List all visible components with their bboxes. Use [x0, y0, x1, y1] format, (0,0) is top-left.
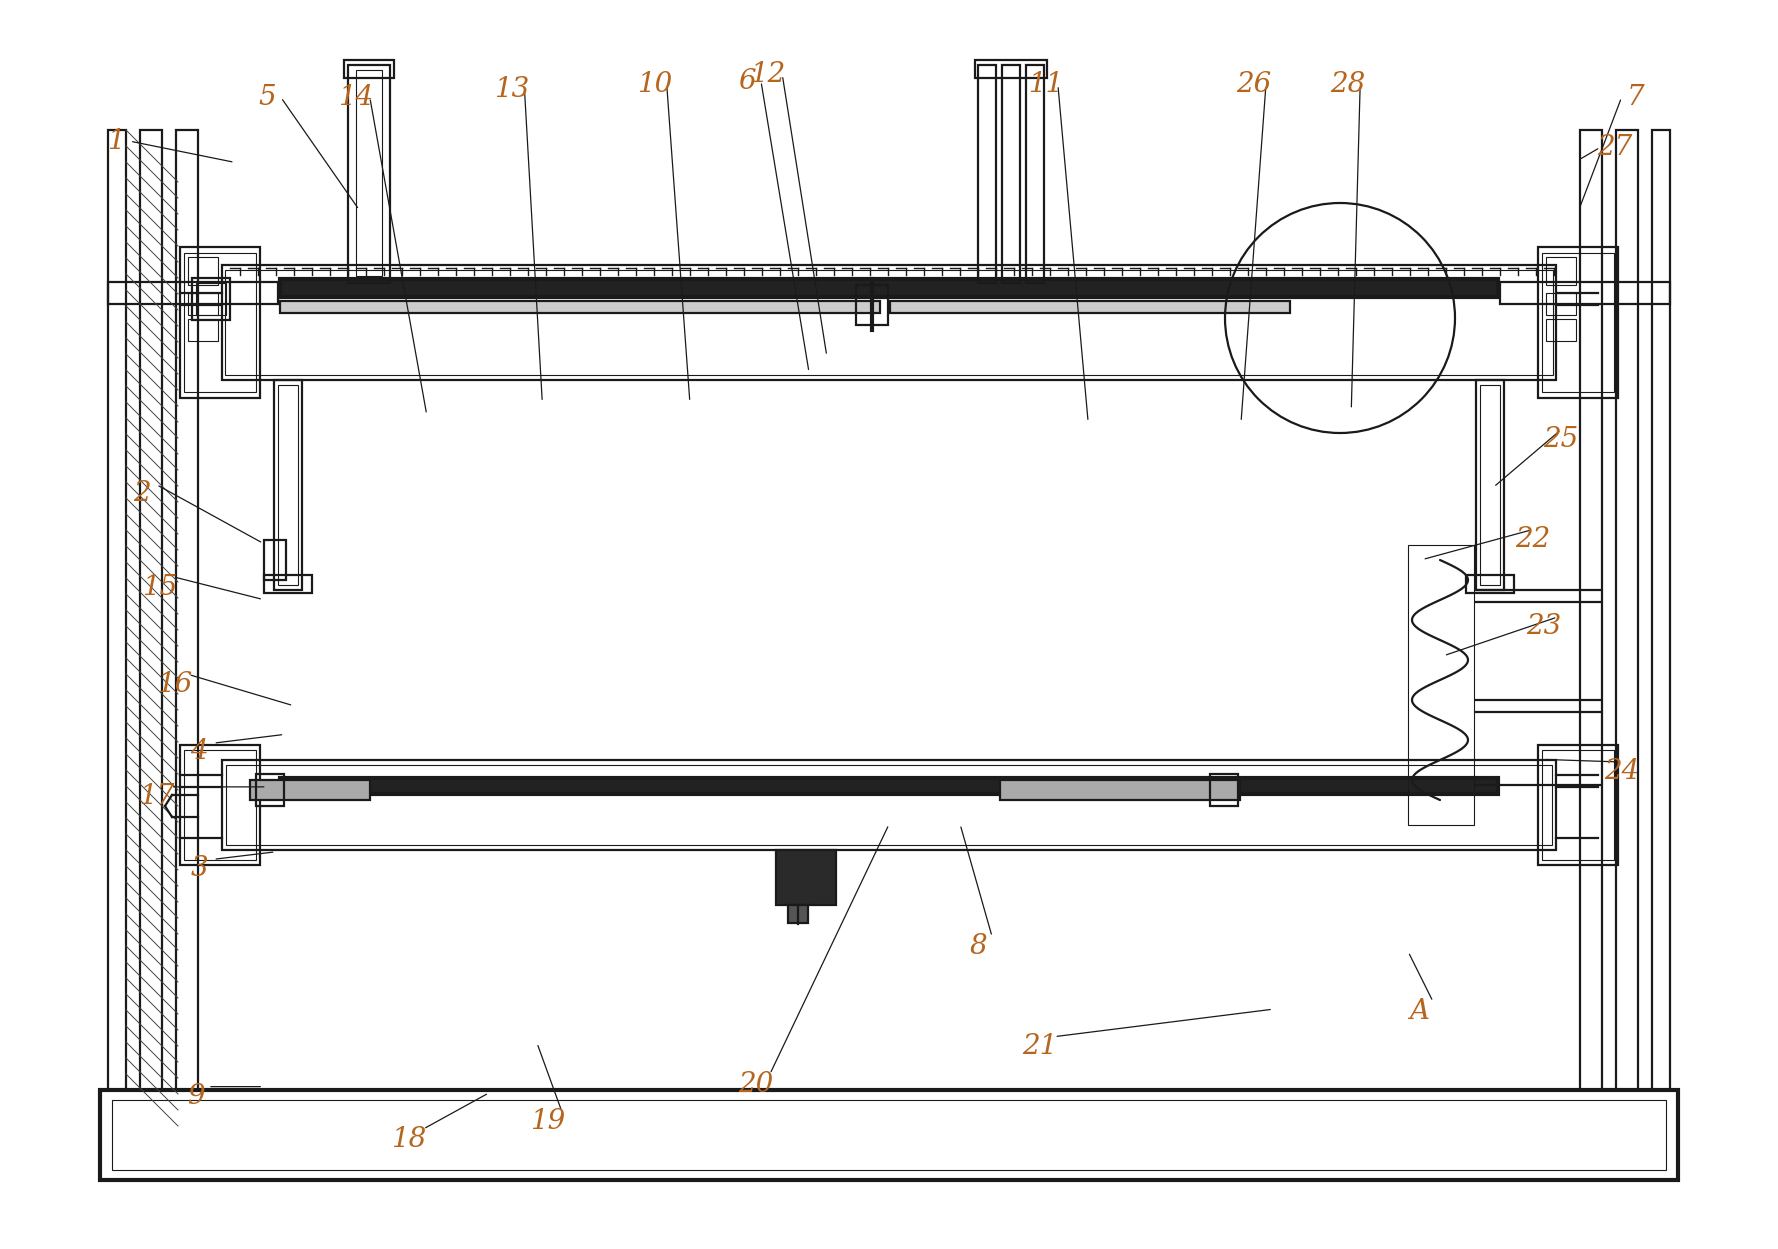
Bar [1467, 575, 1515, 593]
Bar [1476, 380, 1504, 590]
Text: 13: 13 [494, 76, 530, 104]
Bar [348, 65, 389, 284]
Text: 6: 6 [738, 67, 756, 95]
Text: 18: 18 [391, 1125, 427, 1153]
Bar [222, 759, 1556, 851]
Bar [1547, 257, 1575, 285]
Bar [974, 60, 1047, 77]
Bar [226, 270, 1552, 375]
Bar [108, 130, 126, 1090]
Bar [788, 906, 807, 923]
Bar [192, 279, 229, 320]
Bar [1538, 744, 1618, 866]
Bar [343, 60, 395, 77]
Bar [112, 1100, 1666, 1170]
Bar [183, 254, 256, 392]
Text: 2: 2 [133, 480, 151, 507]
Bar [1652, 130, 1670, 1090]
Text: 17: 17 [139, 783, 174, 811]
Bar [1408, 545, 1474, 826]
Text: 4: 4 [190, 738, 208, 766]
Bar [1003, 65, 1021, 284]
Text: 23: 23 [1526, 613, 1561, 641]
Bar [196, 284, 226, 315]
Bar [356, 70, 382, 276]
Bar [277, 385, 299, 585]
Text: 16: 16 [156, 671, 192, 698]
Bar [279, 301, 880, 313]
Bar [180, 744, 260, 866]
Bar [279, 778, 1499, 794]
Bar [180, 247, 260, 398]
Text: 27: 27 [1597, 134, 1632, 161]
Text: 10: 10 [637, 71, 672, 99]
Text: 1: 1 [107, 127, 124, 155]
Text: 3: 3 [190, 854, 208, 882]
Bar [1211, 774, 1237, 806]
Bar [274, 380, 302, 590]
Bar [188, 294, 219, 315]
Bar [1479, 385, 1501, 585]
Text: 19: 19 [530, 1108, 565, 1135]
Bar [263, 540, 286, 580]
Text: A: A [1408, 998, 1430, 1025]
Bar [855, 285, 887, 325]
Bar [279, 279, 1499, 297]
Text: 8: 8 [969, 933, 987, 960]
Bar [226, 764, 1552, 846]
Text: 20: 20 [738, 1070, 773, 1098]
Bar [140, 130, 162, 1090]
Bar [978, 65, 996, 284]
Bar [1542, 254, 1614, 392]
Text: 24: 24 [1604, 758, 1639, 786]
Bar [1542, 749, 1614, 861]
Bar [1581, 130, 1602, 1090]
Bar [263, 575, 311, 593]
Text: 14: 14 [338, 84, 373, 111]
Text: 9: 9 [187, 1083, 204, 1110]
Text: 12: 12 [750, 61, 786, 89]
Text: 26: 26 [1236, 71, 1271, 99]
Text: 22: 22 [1515, 526, 1550, 553]
Bar [775, 851, 836, 906]
Bar [176, 130, 197, 1090]
Bar [1547, 318, 1575, 341]
Bar [999, 779, 1239, 801]
Bar [188, 318, 219, 341]
Bar [1616, 130, 1638, 1090]
Text: 15: 15 [142, 573, 178, 601]
Bar [100, 1090, 1678, 1180]
Bar [1538, 247, 1618, 398]
Bar [256, 774, 284, 806]
Text: 28: 28 [1330, 71, 1366, 99]
Text: 7: 7 [1627, 84, 1645, 111]
Bar [222, 265, 1556, 380]
Bar [1026, 65, 1044, 284]
Bar [188, 257, 219, 285]
Text: 21: 21 [1022, 1033, 1058, 1060]
Text: 5: 5 [258, 84, 276, 111]
Bar [1547, 294, 1575, 315]
Bar [891, 301, 1291, 313]
Text: 25: 25 [1543, 426, 1579, 453]
Bar [1501, 282, 1670, 304]
Bar [108, 282, 277, 304]
Bar [251, 779, 370, 801]
Text: 11: 11 [1028, 71, 1063, 99]
Bar [183, 749, 256, 861]
